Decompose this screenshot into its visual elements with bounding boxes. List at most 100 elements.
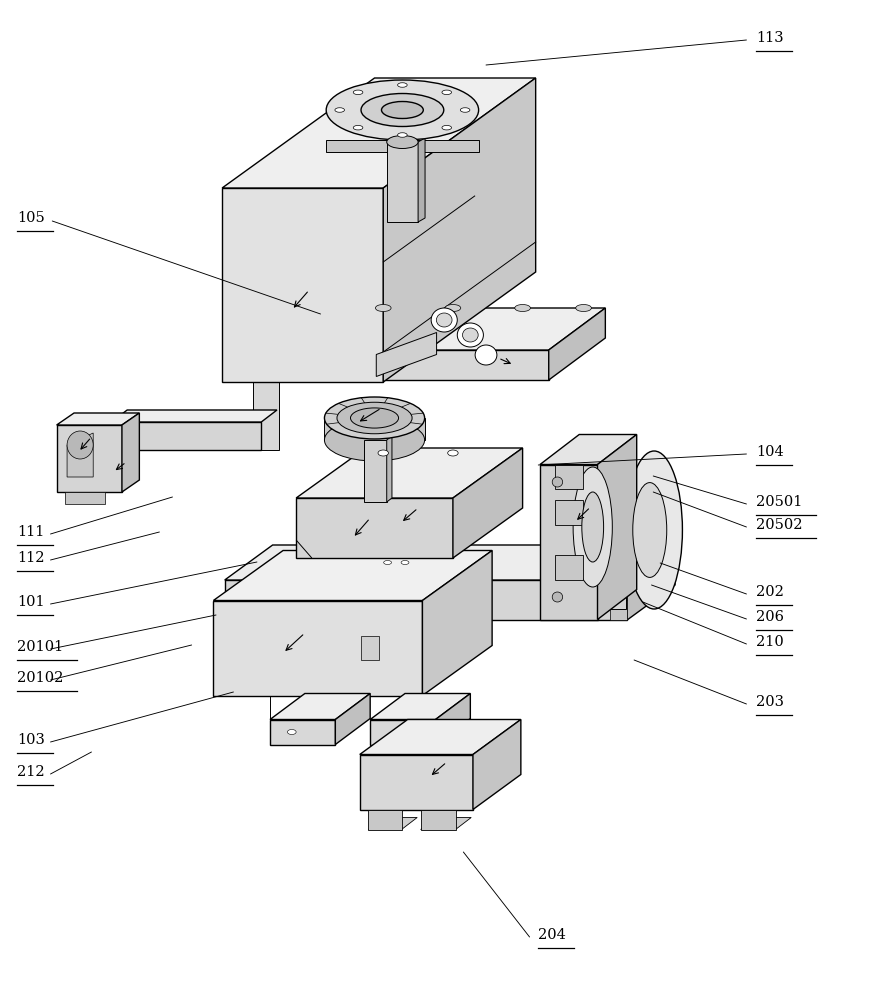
Ellipse shape (397, 83, 407, 87)
Polygon shape (421, 818, 471, 830)
Polygon shape (368, 810, 402, 830)
Polygon shape (370, 694, 470, 720)
Text: 204: 204 (538, 928, 566, 942)
Ellipse shape (436, 313, 452, 327)
Ellipse shape (442, 90, 451, 95)
Ellipse shape (552, 477, 563, 487)
Polygon shape (422, 550, 492, 696)
Ellipse shape (573, 467, 612, 587)
Polygon shape (418, 138, 425, 222)
Polygon shape (296, 498, 453, 558)
Polygon shape (122, 413, 139, 492)
Polygon shape (555, 500, 583, 524)
Polygon shape (360, 754, 473, 810)
Ellipse shape (67, 431, 93, 459)
Ellipse shape (476, 345, 496, 365)
Text: 103: 103 (17, 733, 45, 747)
Ellipse shape (350, 408, 399, 428)
Text: 20501: 20501 (756, 495, 802, 509)
Ellipse shape (383, 560, 392, 564)
Polygon shape (555, 464, 583, 489)
Polygon shape (361, 636, 379, 660)
Ellipse shape (324, 397, 425, 439)
Ellipse shape (442, 125, 451, 130)
Polygon shape (387, 436, 392, 502)
Ellipse shape (463, 328, 478, 342)
Polygon shape (213, 600, 422, 696)
Ellipse shape (387, 135, 418, 148)
Text: 202: 202 (756, 585, 784, 599)
Ellipse shape (334, 108, 345, 112)
Ellipse shape (375, 304, 391, 312)
Ellipse shape (324, 419, 425, 461)
Text: 101: 101 (17, 595, 45, 609)
Ellipse shape (632, 483, 667, 577)
Polygon shape (610, 600, 627, 620)
Polygon shape (222, 188, 383, 382)
Ellipse shape (457, 323, 483, 347)
Polygon shape (608, 451, 625, 609)
Polygon shape (453, 448, 523, 558)
Polygon shape (296, 540, 312, 558)
Text: 203: 203 (756, 695, 784, 709)
Text: 105: 105 (17, 211, 45, 225)
Text: 206: 206 (756, 610, 784, 624)
Polygon shape (421, 810, 456, 830)
Ellipse shape (431, 308, 457, 332)
Polygon shape (253, 380, 279, 450)
Polygon shape (57, 413, 139, 425)
Polygon shape (57, 425, 122, 492)
Text: 113: 113 (756, 31, 784, 45)
Polygon shape (213, 550, 492, 600)
Polygon shape (222, 78, 536, 188)
Polygon shape (364, 440, 387, 502)
Ellipse shape (361, 94, 443, 126)
Ellipse shape (515, 304, 530, 312)
Ellipse shape (460, 108, 470, 112)
Polygon shape (370, 720, 436, 744)
Ellipse shape (378, 450, 388, 456)
Polygon shape (326, 140, 479, 152)
Polygon shape (473, 720, 521, 810)
Polygon shape (270, 720, 335, 744)
Polygon shape (335, 694, 370, 744)
Ellipse shape (354, 90, 363, 95)
Ellipse shape (381, 102, 423, 118)
Text: 111: 111 (17, 525, 44, 539)
Polygon shape (111, 410, 277, 422)
Polygon shape (383, 78, 536, 382)
Polygon shape (257, 308, 605, 350)
Polygon shape (387, 142, 418, 222)
Text: 212: 212 (17, 765, 45, 779)
Polygon shape (225, 580, 627, 620)
Ellipse shape (337, 402, 412, 434)
Polygon shape (376, 332, 436, 376)
Polygon shape (270, 694, 370, 720)
Ellipse shape (448, 450, 458, 456)
Polygon shape (627, 545, 675, 620)
Ellipse shape (552, 592, 563, 602)
Ellipse shape (397, 133, 407, 137)
Ellipse shape (576, 304, 591, 312)
Ellipse shape (625, 451, 683, 609)
Polygon shape (65, 492, 105, 504)
Polygon shape (540, 434, 637, 464)
Text: 210: 210 (756, 635, 784, 649)
Polygon shape (368, 818, 417, 830)
Polygon shape (360, 720, 521, 754)
Polygon shape (111, 422, 261, 450)
Polygon shape (598, 434, 637, 619)
Ellipse shape (354, 125, 363, 130)
Polygon shape (225, 545, 675, 580)
Text: 104: 104 (756, 445, 784, 459)
Ellipse shape (287, 730, 296, 734)
Text: 112: 112 (17, 551, 45, 565)
Ellipse shape (401, 560, 409, 564)
Polygon shape (540, 464, 598, 619)
Text: 20502: 20502 (756, 518, 802, 532)
Ellipse shape (326, 80, 479, 140)
Polygon shape (257, 350, 549, 380)
Polygon shape (549, 308, 605, 380)
Polygon shape (436, 694, 470, 744)
Text: 20102: 20102 (17, 671, 64, 685)
